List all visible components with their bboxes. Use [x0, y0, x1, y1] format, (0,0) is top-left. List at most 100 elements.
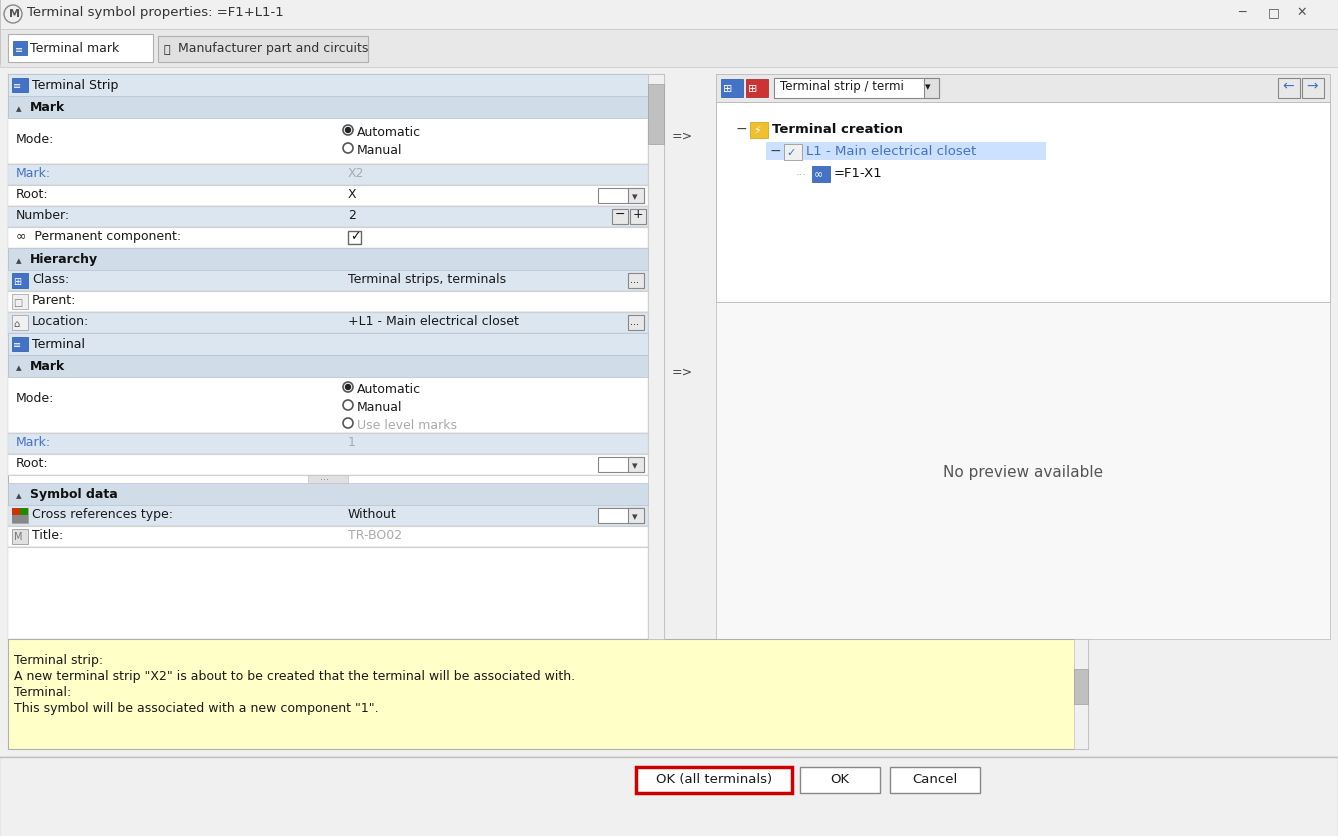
- Text: Use level marks: Use level marks: [357, 419, 458, 431]
- Text: 2: 2: [348, 209, 356, 222]
- Text: Mode:: Mode:: [16, 391, 55, 405]
- Text: Terminal symbol properties: =F1+L1-1: Terminal symbol properties: =F1+L1-1: [27, 6, 284, 19]
- Bar: [0, 0, 1338, 30]
- Text: □: □: [13, 298, 23, 308]
- Text: →: →: [1306, 79, 1318, 93]
- Bar: [8, 548, 648, 640]
- Circle shape: [343, 400, 353, 410]
- Bar: [611, 210, 628, 225]
- Text: 🔧: 🔧: [165, 45, 171, 55]
- Text: Manual: Manual: [357, 400, 403, 414]
- Text: ▾: ▾: [925, 82, 931, 92]
- Bar: [8, 227, 648, 248]
- Bar: [716, 75, 1330, 103]
- Bar: [12, 515, 28, 523]
- Text: ≡: ≡: [13, 81, 21, 91]
- Text: Manual: Manual: [357, 144, 403, 157]
- Bar: [716, 303, 1330, 640]
- Bar: [8, 186, 648, 206]
- Bar: [598, 457, 644, 472]
- Text: Manufacturer part and circuits: Manufacturer part and circuits: [178, 42, 368, 55]
- Text: ≡: ≡: [15, 45, 23, 55]
- Text: Terminal Strip: Terminal Strip: [32, 79, 118, 92]
- Bar: [628, 508, 644, 523]
- Text: ⊞: ⊞: [13, 277, 21, 287]
- Text: A new terminal strip "X2" is about to be created that the terminal will be assoc: A new terminal strip "X2" is about to be…: [13, 669, 575, 682]
- Bar: [8, 640, 1088, 749]
- Text: Mark:: Mark:: [16, 167, 51, 180]
- Text: Automatic: Automatic: [357, 126, 421, 139]
- Bar: [12, 508, 20, 515]
- Bar: [8, 206, 648, 227]
- Text: ▾: ▾: [632, 512, 638, 522]
- Text: −: −: [736, 122, 748, 135]
- Bar: [1302, 79, 1325, 99]
- Bar: [751, 123, 768, 139]
- Text: Terminal creation: Terminal creation: [772, 123, 903, 135]
- Text: Terminal strip / termi: Terminal strip / termi: [780, 80, 904, 93]
- Text: M: M: [9, 9, 20, 19]
- Text: X2: X2: [348, 167, 364, 180]
- Bar: [12, 294, 28, 309]
- Bar: [8, 97, 648, 119]
- Bar: [773, 79, 939, 99]
- Bar: [158, 37, 368, 63]
- Text: Root:: Root:: [16, 188, 48, 201]
- Circle shape: [343, 126, 353, 135]
- Circle shape: [4, 6, 21, 24]
- Text: ⊞: ⊞: [723, 84, 732, 94]
- Bar: [8, 248, 648, 271]
- Text: Terminal: Terminal: [32, 338, 86, 350]
- Bar: [8, 165, 648, 186]
- Bar: [1074, 640, 1088, 749]
- Text: Automatic: Automatic: [357, 383, 421, 395]
- Text: Hierarchy: Hierarchy: [29, 252, 98, 266]
- Circle shape: [345, 129, 351, 133]
- Text: Number:: Number:: [16, 209, 70, 222]
- Text: Cancel: Cancel: [913, 772, 958, 785]
- Text: ...: ...: [630, 275, 640, 285]
- Text: Terminal strips, terminals: Terminal strips, terminals: [348, 273, 506, 286]
- Bar: [8, 35, 153, 63]
- Text: −: −: [769, 144, 781, 158]
- Text: Parent:: Parent:: [32, 293, 76, 307]
- Text: ▴: ▴: [16, 256, 21, 266]
- Bar: [890, 767, 979, 793]
- Bar: [721, 80, 743, 98]
- Text: Root:: Root:: [16, 456, 48, 470]
- Bar: [784, 145, 801, 161]
- Bar: [598, 508, 644, 523]
- Bar: [598, 189, 644, 204]
- Text: No preview available: No preview available: [943, 465, 1103, 479]
- Text: Mode:: Mode:: [16, 133, 55, 145]
- Text: ∞: ∞: [814, 170, 823, 180]
- Text: Symbol data: Symbol data: [29, 487, 118, 501]
- Text: Location:: Location:: [32, 314, 90, 328]
- Text: Mark: Mark: [29, 101, 66, 114]
- Bar: [628, 273, 644, 288]
- Bar: [747, 80, 768, 98]
- Text: ▴: ▴: [16, 491, 21, 501]
- Text: ▾: ▾: [632, 461, 638, 471]
- Text: −: −: [615, 208, 625, 221]
- Bar: [12, 508, 28, 523]
- Text: =F1-X1: =F1-X1: [834, 167, 883, 180]
- Text: =>: =>: [672, 365, 693, 379]
- Text: This symbol will be associated with a new component "1".: This symbol will be associated with a ne…: [13, 701, 379, 714]
- Bar: [8, 75, 648, 97]
- Bar: [716, 103, 1330, 640]
- Bar: [8, 313, 648, 334]
- Text: Terminal mark: Terminal mark: [29, 42, 119, 55]
- Text: =>: =>: [672, 130, 693, 143]
- Bar: [8, 334, 648, 355]
- Text: X: X: [348, 188, 357, 201]
- Text: Without: Without: [348, 507, 397, 520]
- Bar: [8, 271, 648, 292]
- Text: Terminal strip:: Terminal strip:: [13, 653, 103, 666]
- Circle shape: [345, 385, 351, 390]
- Text: OK: OK: [831, 772, 850, 785]
- Bar: [630, 210, 646, 225]
- Text: ∞  Permanent component:: ∞ Permanent component:: [16, 230, 181, 242]
- Bar: [1074, 669, 1088, 704]
- Bar: [648, 75, 664, 640]
